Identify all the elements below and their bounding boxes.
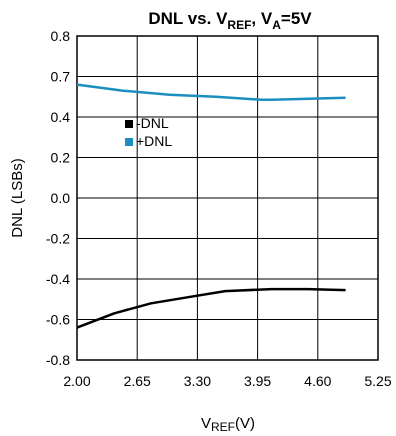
y-tick-label: 0.4 (51, 109, 71, 125)
x-tick-label: 3.95 (244, 373, 271, 389)
x-tick-label: 3.30 (184, 373, 211, 389)
y-tick-label: -0.4 (46, 271, 70, 287)
series (76, 83, 346, 329)
legend-marker-neg-dnl (125, 120, 133, 128)
y-tick-label: -0.8 (46, 352, 70, 368)
plot-frame (76, 35, 379, 361)
series-line-neg-dnl (76, 287, 346, 329)
y-axis-label: DNL (LSBs) (9, 158, 26, 237)
series-line-pos-dnl (76, 83, 346, 102)
y-tick-label: 0.8 (51, 28, 71, 44)
legend: -DNL +DNL (125, 115, 172, 149)
x-tick-label: 2.65 (124, 373, 151, 389)
x-axis-label: VREF(V) (201, 415, 255, 434)
y-tick-label: 0.2 (51, 150, 71, 166)
legend-label-neg-dnl: -DNL (136, 115, 169, 131)
tick-labels: 0.8 0.7 0.4 0.2 0.0 -0.2 -0.4 -0.6 -0.8 2.00 2.65 3… (46, 28, 392, 389)
legend-label-pos-dnl: +DNL (136, 133, 172, 149)
x-tick-label: 4.60 (304, 373, 331, 389)
chart-title: DNL vs. VREF, VA=5V (148, 9, 312, 32)
x-tick-label: 2.00 (63, 373, 90, 389)
y-tick-label: 0.0 (51, 190, 71, 206)
grid (77, 36, 378, 360)
x-tick-label: 5.25 (364, 373, 391, 389)
legend-marker-pos-dnl (125, 138, 133, 146)
y-tick-label: 0.7 (51, 69, 71, 85)
y-tick-label: -0.6 (46, 312, 70, 328)
y-tick-label: -0.2 (46, 231, 70, 247)
